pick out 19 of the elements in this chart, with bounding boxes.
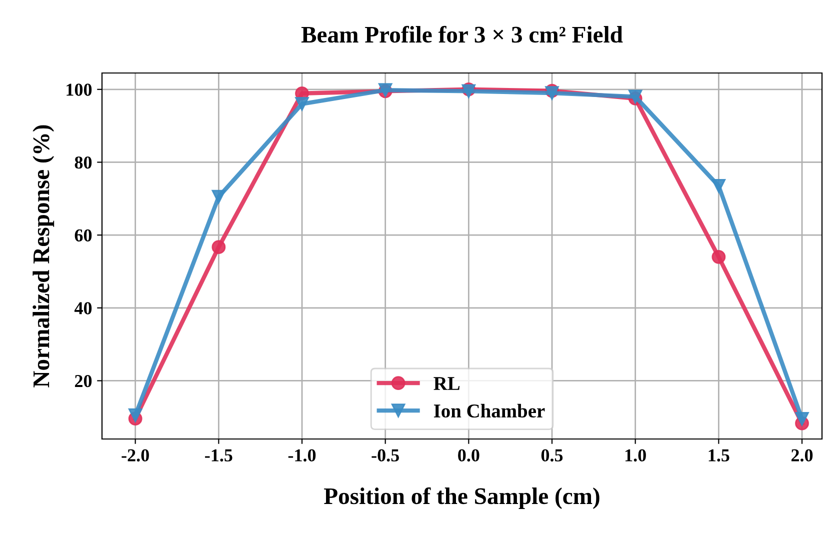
y-tick-label: 40 xyxy=(74,302,92,314)
x-tick-label: 1.5 xyxy=(708,449,730,462)
x-tick-label: -0.5 xyxy=(372,449,399,462)
x-tick-label: 2.0 xyxy=(791,449,813,462)
x-tick-label: 1.0 xyxy=(625,449,646,462)
y-tick-label: 60 xyxy=(74,229,92,242)
x-tick-label: 0.5 xyxy=(541,449,563,462)
y-axis-title: Normalized Response (%) xyxy=(32,125,54,388)
y-tick-label: 100 xyxy=(66,84,92,96)
legend-label: Ion Chamber xyxy=(434,404,545,418)
y-tick-label: 20 xyxy=(74,374,92,388)
x-tick-label: -1.5 xyxy=(205,449,232,462)
x-tick-label: -1.0 xyxy=(288,449,316,462)
chart-title: Beam Profile for 3 × 3 cm² Field xyxy=(301,26,623,43)
x-axis-title: Position of the Sample (cm) xyxy=(324,487,600,509)
legend-label: RL xyxy=(434,377,460,390)
x-tick-label: 0.0 xyxy=(458,449,480,462)
y-tick-label: 80 xyxy=(74,156,92,169)
x-tick-label: -2.0 xyxy=(122,449,149,462)
